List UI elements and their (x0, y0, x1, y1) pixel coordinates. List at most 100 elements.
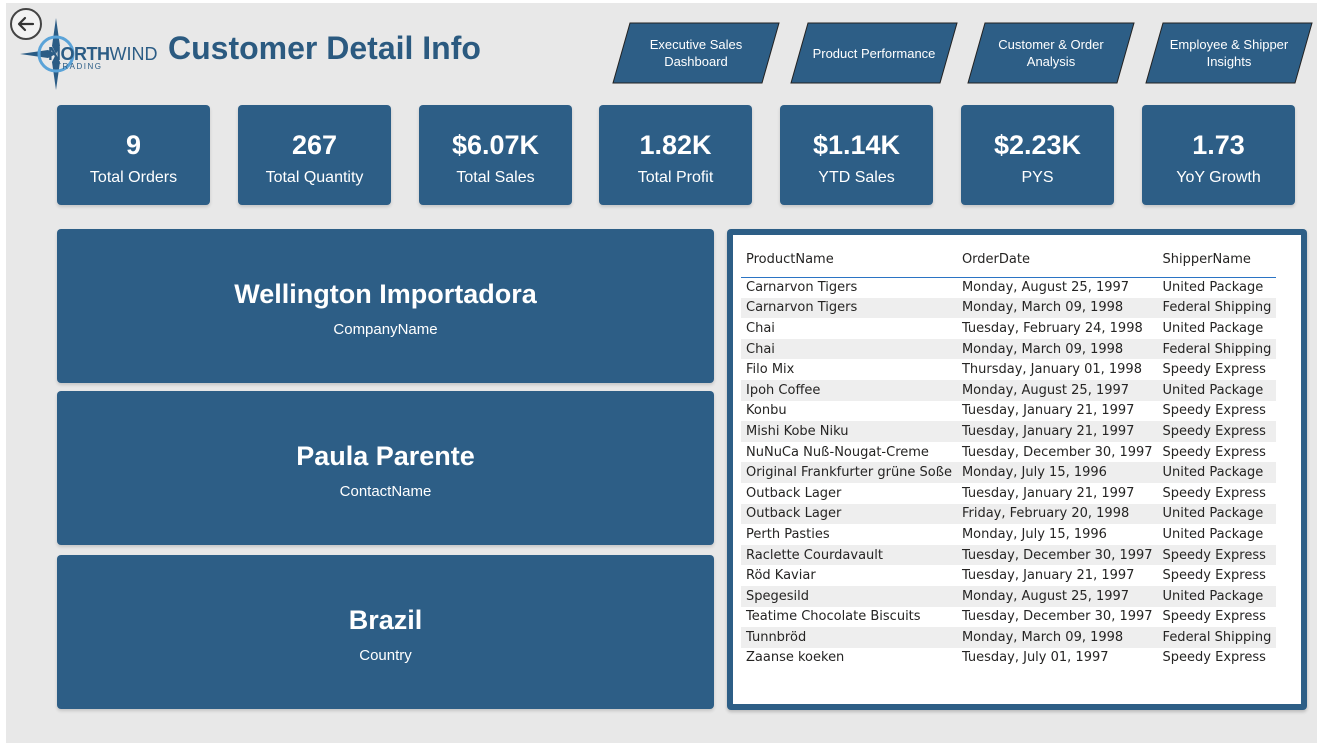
table-row[interactable]: Zaanse koeken Tuesday, July 01, 1997 Speed… (741, 648, 1276, 669)
table-row[interactable]: Outback Lager Tuesday, January 21, 1997 Sp… (741, 483, 1276, 504)
nav-label: Product Performance (812, 45, 936, 61)
country-label: Country (359, 647, 412, 664)
cell-productname: Röd Kaviar (746, 568, 816, 584)
table-row[interactable]: NuNuCa Nuß-Nougat-Creme Tuesday, December… (741, 442, 1276, 463)
cell-shippername: Federal Shipping (1157, 627, 1277, 648)
nav-shape (1145, 22, 1313, 84)
table-row[interactable]: Carnarvon Tigers Monday, August 25, 1997 U… (741, 277, 1276, 298)
cell-orderdate: Monday, August 25, 1997 (956, 379, 1158, 401)
cell-productname: Chai (746, 320, 775, 336)
column-header-shippername[interactable]: ShipperName (1157, 243, 1277, 278)
back-arrow-icon (17, 16, 35, 32)
contact-name-value: Paula Parente (296, 441, 475, 471)
kpi-label: Total Sales (456, 169, 535, 186)
cell-orderdate: Monday, July 15, 1996 (956, 462, 1158, 483)
cell-productname: Filo Mix (746, 362, 795, 378)
kpi-value: $1.14K (812, 130, 901, 160)
cell-productname: Zaanse koeken (746, 650, 845, 666)
cell-orderdate: Monday, March 09, 1998 (956, 297, 1158, 319)
cell-productname: Chai (741, 338, 957, 360)
cell-orderdate: Tuesday, February 24, 1998 (961, 320, 1143, 336)
cell-shippername: United Package (1162, 320, 1264, 336)
cell-shippername: United Package (1157, 379, 1277, 401)
kpi-ytd-sales: $1.14K YTD Sales (780, 105, 933, 205)
nav-label: Employee & Shipper Insights (1169, 37, 1289, 69)
kpi-yoy-growth: 1.73 YoY Growth (1142, 105, 1295, 205)
table-row[interactable]: Chai Monday, March 09, 1998 Federal Shippi… (741, 338, 1277, 360)
back-button[interactable] (10, 8, 42, 40)
cell-orderdate: Tuesday, December 30, 1997 (961, 444, 1153, 460)
nav-shape (967, 22, 1135, 84)
cell-orderdate: Monday, August 25, 1997 (961, 280, 1130, 296)
cell-shippername: United Package (1157, 503, 1277, 525)
cell-shippername: Federal Shipping (1157, 338, 1277, 360)
kpi-value: $6.07K (451, 130, 540, 160)
kpi-label: Total Orders (89, 169, 178, 186)
company-name-label: CompanyName (333, 321, 438, 338)
cell-orderdate: Thursday, January 01, 1998 (961, 362, 1142, 378)
kpi-label: PYS (1021, 169, 1054, 186)
cell-productname: Carnarvon Tigers (746, 280, 858, 296)
table-row[interactable]: Carnarvon Tigers Monday, March 09, 1998 Fe… (741, 297, 1277, 319)
cell-shippername: Speedy Express (1162, 403, 1266, 419)
kpi-total-profit: 1.82K Total Profit (599, 105, 752, 205)
table-row[interactable]: Raclette Courdavault Tuesday, December 30… (741, 544, 1277, 566)
orders-table-container[interactable]: ProductName OrderDate ShipperName Carnar… (733, 235, 1301, 704)
cell-productname: Mishi Kobe Niku (741, 421, 957, 442)
logo-name-light: WIND (109, 44, 158, 64)
table-row[interactable]: Filo Mix Thursday, January 01, 1998 Speedy… (741, 359, 1276, 380)
cell-productname: Spegesild (741, 585, 957, 607)
cell-productname: Carnarvon Tigers (741, 297, 957, 319)
kpi-label: YTD Sales (818, 169, 895, 186)
company-name-value: Wellington Importadora (234, 279, 537, 309)
kpi-label: YoY Growth (1176, 169, 1261, 186)
table-row[interactable]: Perth Pasties Monday, July 15, 1996 United… (741, 524, 1276, 545)
table-row[interactable]: Konbu Tuesday, January 21, 1997 Speedy Exp… (741, 401, 1276, 422)
nav-product-performance[interactable]: Product Performance (790, 22, 958, 84)
cell-productname: Outback Lager (746, 485, 842, 501)
cell-productname: Konbu (746, 403, 787, 419)
nav-executive-sales-dashboard[interactable]: Executive Sales Dashboard (612, 22, 780, 84)
orders-table-visual: ProductName OrderDate ShipperName Carnar… (727, 229, 1307, 710)
table-row[interactable]: Original Frankfurter grüne Soße Monday, J… (741, 462, 1277, 483)
country-card: Brazil Country (57, 555, 714, 709)
table-row[interactable]: Ipoh Coffee Monday, August 25, 1997 United… (741, 379, 1277, 401)
kpi-label: Total Profit (637, 169, 714, 186)
country-value: Brazil (348, 605, 423, 635)
logo-name-bold: NORTH (48, 44, 110, 64)
nav-label: Executive Sales Dashboard (649, 37, 743, 69)
table-row[interactable]: Röd Kaviar Tuesday, January 21, 1997 Speed… (741, 565, 1276, 586)
cell-orderdate: Tuesday, January 21, 1997 (961, 403, 1135, 419)
logo-tagline: TRADING (56, 62, 103, 71)
contact-name-card: Paula Parente ContactName (57, 391, 714, 545)
compass-icon (20, 18, 75, 90)
cell-shippername: Speedy Express (1162, 650, 1266, 666)
table-row[interactable]: Tunnbröd Monday, March 09, 1998 Federal Sh… (741, 627, 1277, 648)
nav-label: Customer & Order Analysis (998, 37, 1104, 69)
kpi-value: 9 (125, 130, 142, 160)
cell-productname: Ipoh Coffee (741, 379, 957, 401)
cell-productname: Perth Pasties (746, 526, 830, 542)
table-row[interactable]: Teatime Chocolate Biscuits Tuesday, Decem… (741, 607, 1276, 628)
kpi-label: Total Quantity (265, 169, 364, 186)
column-header-productname[interactable]: ProductName (741, 243, 957, 278)
table-header-row: ProductName OrderDate ShipperName (741, 243, 1277, 278)
cell-orderdate: Monday, August 25, 1997 (956, 585, 1158, 607)
table-row[interactable]: Outback Lager Friday, February 20, 1998 Un… (741, 503, 1277, 525)
kpi-value: 1.73 (1192, 130, 1245, 160)
table-row[interactable]: Mishi Kobe Niku Tuesday, January 21, 1997… (741, 421, 1277, 442)
kpi-pys: $2.23K PYS (961, 105, 1114, 205)
kpi-value: 267 (291, 130, 338, 160)
cell-shippername: United Package (1162, 526, 1264, 542)
cell-productname: Outback Lager (741, 503, 957, 525)
nav-employee-shipper-insights[interactable]: Employee & Shipper Insights (1145, 22, 1313, 84)
column-header-orderdate[interactable]: OrderDate (956, 243, 1158, 278)
cell-shippername: Speedy Express (1157, 421, 1277, 442)
cell-shippername: Speedy Express (1162, 444, 1266, 460)
table-row[interactable]: Chai Tuesday, February 24, 1998 United Pac… (741, 318, 1276, 339)
cell-orderdate: Tuesday, January 21, 1997 (961, 568, 1135, 584)
nav-customer-order-analysis[interactable]: Customer & Order Analysis (967, 22, 1135, 84)
cell-productname: NuNuCa Nuß-Nougat-Creme (746, 444, 929, 460)
orders-table: ProductName OrderDate ShipperName Carnar… (741, 243, 1277, 669)
table-row[interactable]: Spegesild Monday, August 25, 1997 United P… (741, 585, 1277, 607)
